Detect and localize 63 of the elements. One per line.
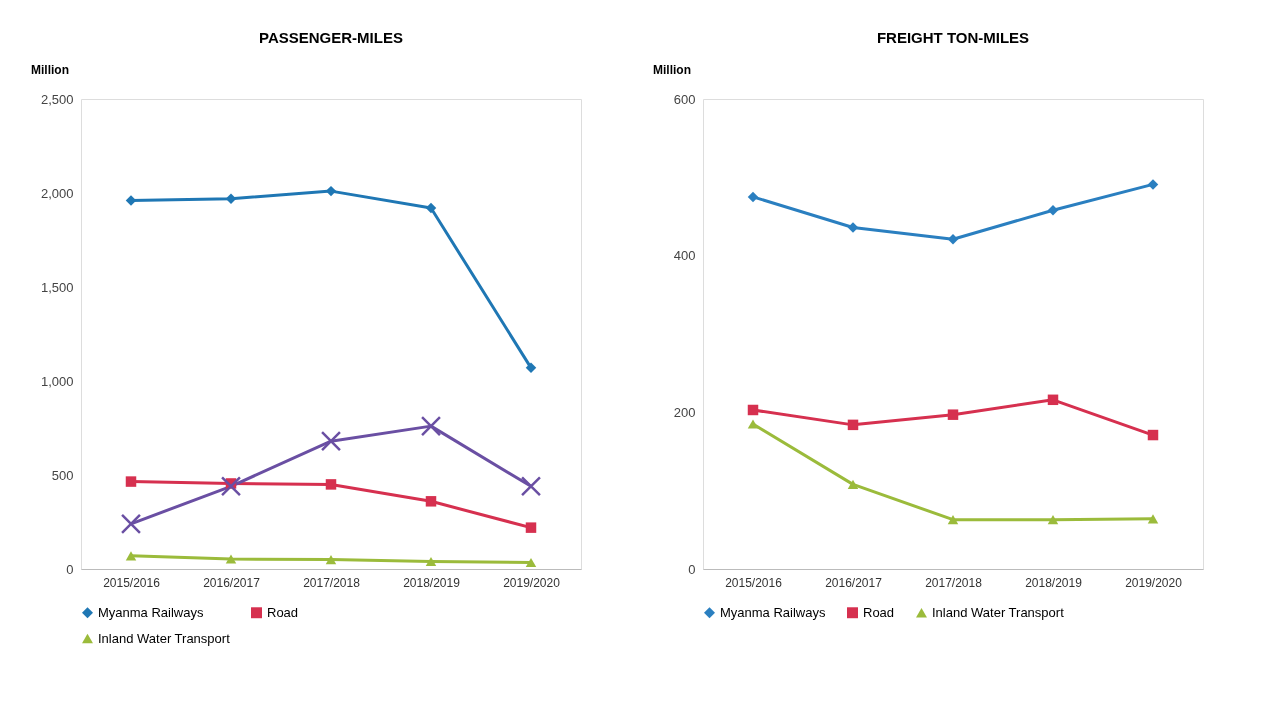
point bbox=[1147, 514, 1159, 524]
point bbox=[847, 479, 859, 489]
point bbox=[125, 551, 137, 561]
point bbox=[747, 419, 759, 429]
point bbox=[1147, 429, 1159, 441]
x-tick-label: 2017/2018 bbox=[303, 575, 361, 590]
legend-label: Myanma Railways bbox=[98, 604, 204, 620]
point bbox=[1047, 515, 1059, 525]
point bbox=[525, 362, 537, 374]
x-tick-label: 2019/2020 bbox=[1125, 575, 1183, 590]
y-axis-title: Million bbox=[31, 63, 69, 77]
point bbox=[847, 419, 859, 431]
point bbox=[325, 555, 337, 565]
y-tick-label: 600 bbox=[673, 91, 696, 107]
point bbox=[120, 513, 142, 535]
y-tick-label: 1,500 bbox=[40, 279, 74, 295]
y-tick-label: 0 bbox=[66, 561, 74, 577]
y-tick-label: 2,000 bbox=[40, 185, 74, 201]
y-tick-label: 500 bbox=[51, 467, 74, 483]
point bbox=[225, 554, 237, 564]
y-tick-label: 400 bbox=[673, 248, 696, 264]
legend-label: Myanma Railways bbox=[720, 604, 826, 620]
point bbox=[1047, 204, 1059, 216]
legend-label: Road bbox=[267, 604, 299, 620]
point bbox=[1047, 394, 1059, 406]
point bbox=[320, 430, 342, 452]
point bbox=[525, 557, 537, 567]
point bbox=[520, 476, 542, 497]
point bbox=[425, 556, 437, 567]
x-tick-label: 2015/2016 bbox=[103, 575, 161, 590]
x-tick-label: 2017/2018 bbox=[925, 575, 983, 590]
point bbox=[747, 404, 759, 416]
point bbox=[847, 222, 859, 233]
x-tick-label: 2016/2017 bbox=[825, 575, 883, 590]
point bbox=[125, 195, 137, 206]
x-tick-label: 2018/2019 bbox=[1025, 575, 1083, 590]
point bbox=[1147, 179, 1159, 190]
point bbox=[420, 415, 442, 437]
x-tick-label: 2016/2017 bbox=[203, 575, 261, 590]
legend-label: Road bbox=[863, 604, 895, 620]
legend-label: Inland Water Transport bbox=[98, 630, 231, 646]
y-axis-title: Million bbox=[653, 63, 691, 77]
point bbox=[425, 202, 437, 214]
y-tick-label: 200 bbox=[673, 404, 696, 420]
point bbox=[947, 515, 959, 525]
point bbox=[220, 476, 242, 497]
y-tick-label: 1,000 bbox=[40, 373, 74, 389]
y-tick-label: 2,500 bbox=[40, 91, 74, 107]
point bbox=[225, 193, 237, 204]
point bbox=[947, 233, 959, 245]
x-tick-label: 2015/2016 bbox=[725, 575, 783, 590]
point bbox=[325, 479, 337, 490]
legend-label: Inland Water Transport bbox=[932, 604, 1065, 620]
y-tick-label: 0 bbox=[688, 561, 696, 577]
chart-title: PASSENGER-MILES bbox=[259, 29, 403, 46]
point bbox=[947, 409, 959, 420]
x-tick-label: 2019/2020 bbox=[503, 575, 561, 590]
point bbox=[525, 522, 537, 533]
point bbox=[747, 191, 759, 203]
x-tick-label: 2018/2019 bbox=[403, 575, 461, 590]
point bbox=[125, 476, 137, 487]
point bbox=[425, 496, 437, 507]
chart-title: FREIGHT TON-MILES bbox=[876, 29, 1030, 46]
